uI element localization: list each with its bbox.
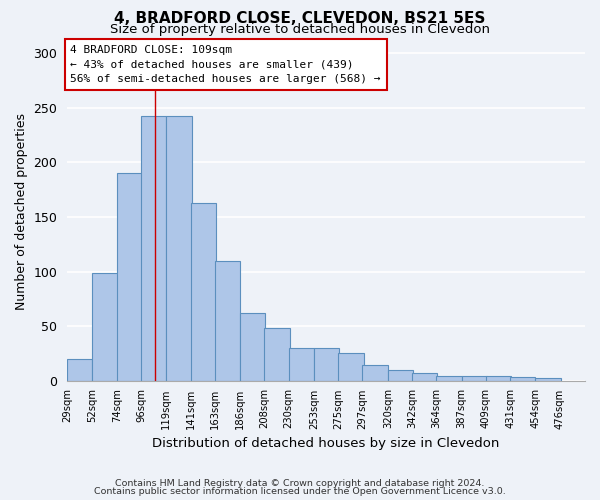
Bar [240,313,265,380]
Bar [191,203,216,380]
Bar [388,370,413,380]
Text: Contains public sector information licensed under the Open Government Licence v3: Contains public sector information licen… [94,487,506,496]
Bar [215,260,240,380]
Bar [486,376,511,380]
Bar [436,376,461,380]
Bar [412,373,437,380]
Text: 4 BRADFORD CLOSE: 109sqm
← 43% of detached houses are smaller (439)
56% of semi-: 4 BRADFORD CLOSE: 109sqm ← 43% of detach… [70,44,381,84]
X-axis label: Distribution of detached houses by size in Clevedon: Distribution of detached houses by size … [152,437,500,450]
Bar [314,348,339,380]
Y-axis label: Number of detached properties: Number of detached properties [15,113,28,310]
Bar [166,116,191,380]
Text: 4, BRADFORD CLOSE, CLEVEDON, BS21 5ES: 4, BRADFORD CLOSE, CLEVEDON, BS21 5ES [115,11,485,26]
Bar [265,328,290,380]
Bar [535,378,561,380]
Bar [510,378,535,380]
Text: Contains HM Land Registry data © Crown copyright and database right 2024.: Contains HM Land Registry data © Crown c… [115,478,485,488]
Bar [141,116,166,380]
Bar [289,348,314,380]
Bar [362,366,388,380]
Bar [117,174,142,380]
Bar [92,272,118,380]
Bar [461,376,487,380]
Bar [338,354,364,380]
Text: Size of property relative to detached houses in Clevedon: Size of property relative to detached ho… [110,22,490,36]
Bar [67,359,92,380]
